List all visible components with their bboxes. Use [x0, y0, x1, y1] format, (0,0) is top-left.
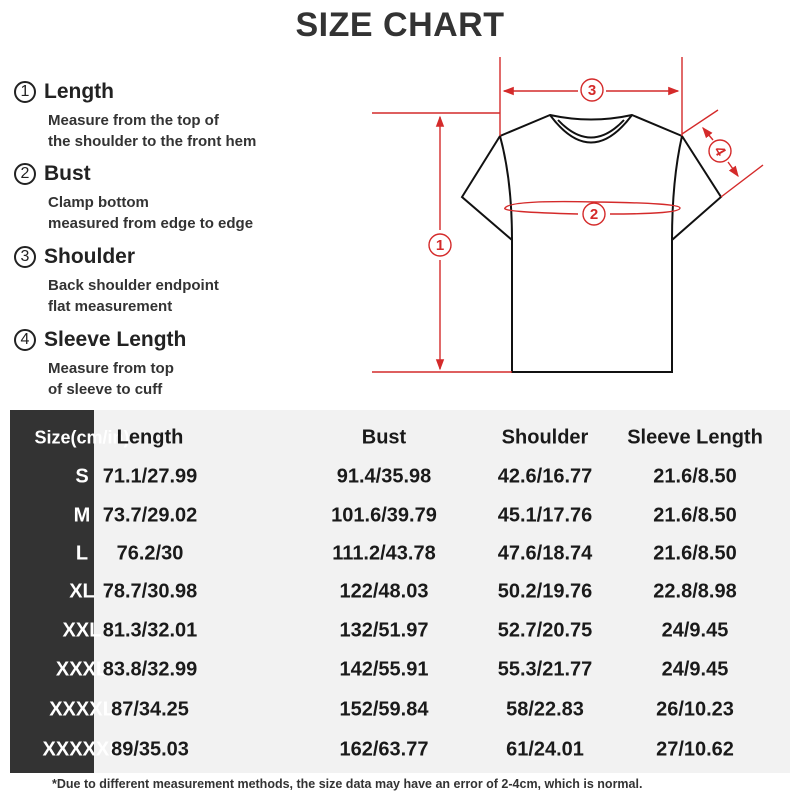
table-cell: 27/10.62: [656, 738, 734, 761]
size-label: XL: [69, 580, 95, 603]
table-cell: 24/9.45: [661, 619, 729, 642]
label-3-circle: [580, 78, 604, 102]
size-label: XXXXXL: [42, 738, 122, 761]
table-cell: 71.1/27.99: [102, 465, 198, 488]
measure-name: Length: [44, 80, 114, 103]
number-4-icon: 4: [14, 329, 36, 351]
t-shirt-diagram: 1 2 3 4: [372, 57, 764, 373]
table-cell: 91.4/35.98: [336, 465, 432, 488]
diagram-label-1: 1: [436, 237, 444, 254]
table-cell: 45.1/17.76: [497, 504, 593, 527]
size-label: XXL: [62, 619, 102, 642]
table-cell: 152/59.84: [339, 698, 429, 721]
measure-desc: Back shoulder endpoint: [48, 277, 219, 294]
table-cell: 81.3/32.01: [102, 619, 198, 642]
table-header: Length: [116, 426, 184, 449]
measure-name: Shoulder: [44, 245, 136, 268]
label-1-circle: [428, 233, 452, 257]
size-table: Size(cm/in) Length Bust Shoulder Sleeve Leng…: [10, 410, 790, 773]
measure-desc: Measure from top: [48, 360, 174, 377]
size-label: S: [75, 465, 89, 488]
measurement-guides: [372, 57, 764, 373]
measure-bust: 2 Bust Clamp bottom measured from edge to …: [14, 162, 253, 234]
table-cell: 50.2/19.76: [497, 580, 593, 603]
number-2-icon: 2: [14, 163, 36, 185]
page-title: SIZE CHART: [295, 6, 505, 44]
t-shirt-icon: [460, 113, 723, 373]
table-cell: 42.6/16.77: [497, 465, 593, 488]
footnote: *Due to different measurement methods, t…: [52, 777, 643, 791]
table-cell: 111.2/43.78: [332, 542, 436, 565]
table-cell: 83.8/32.99: [102, 658, 198, 681]
table-cell: 47.6/18.74: [497, 542, 593, 565]
measure-shoulder: 3 Shoulder Back shoulder endpoint flat mea…: [14, 245, 219, 317]
label-2-circle: [582, 202, 606, 226]
table-cell: 101.6/39.79: [331, 504, 437, 527]
table-cell: 21.6/8.50: [653, 542, 737, 565]
table-cell: 61/24.01: [506, 738, 584, 761]
number-1-icon: 1: [14, 81, 36, 103]
size-label: M: [73, 504, 91, 527]
measure-desc: measured from edge to edge: [48, 215, 254, 232]
measure-name: Bust: [44, 162, 91, 185]
size-column-bg: [10, 410, 94, 773]
table-header: Size(cm/in): [34, 427, 130, 448]
measure-desc: Measure from the top of: [48, 112, 219, 129]
table-cell: 26/10.23: [656, 698, 734, 721]
table-cell: 58/22.83: [506, 698, 584, 721]
diagram-label-2: 2: [590, 206, 598, 223]
table-cell: 24/9.45: [661, 658, 729, 681]
table-cell: 89/35.03: [111, 738, 189, 761]
table-cell: 21.6/8.50: [653, 465, 737, 488]
table-cell: 55.3/21.77: [497, 658, 593, 681]
table-cell: 73.7/29.02: [102, 504, 198, 527]
diagram-label-3: 3: [588, 82, 596, 99]
measure-desc: flat measurement: [48, 298, 173, 315]
number-3-icon: 3: [14, 246, 36, 268]
table-cell: 52.7/20.75: [497, 619, 593, 642]
table-cell: 76.2/30: [116, 542, 184, 565]
table-cell: 87/34.25: [111, 698, 189, 721]
table-header: Sleeve Length: [627, 426, 763, 449]
measure-desc: Clamp bottom: [48, 194, 149, 211]
label-4-circle: [708, 139, 732, 163]
table-cell: 22.8/8.98: [653, 580, 737, 603]
table-cell: 132/51.97: [339, 619, 429, 642]
table-header: Shoulder: [501, 426, 589, 449]
measure-desc: of sleeve to cuff: [48, 381, 163, 398]
table-cell: 162/63.77: [339, 738, 429, 761]
size-label: L: [75, 542, 89, 565]
measure-length: 1 Length Measure from the top of the shoul…: [14, 80, 256, 152]
size-label: XXXL: [55, 658, 109, 681]
table-cell: 78.7/30.98: [102, 580, 198, 603]
measure-name: Sleeve Length: [44, 328, 187, 351]
table-cell: 142/55.91: [339, 658, 429, 681]
measure-desc: the shoulder to the front hem: [48, 133, 257, 150]
measure-sleeve-length: 4 Sleeve Length Measure from top of sleeve…: [14, 328, 186, 400]
table-cell: 122/48.03: [339, 580, 429, 603]
table-cell: 21.6/8.50: [653, 504, 737, 527]
size-label: XXXXL: [49, 698, 115, 721]
table-header: Bust: [361, 426, 407, 449]
